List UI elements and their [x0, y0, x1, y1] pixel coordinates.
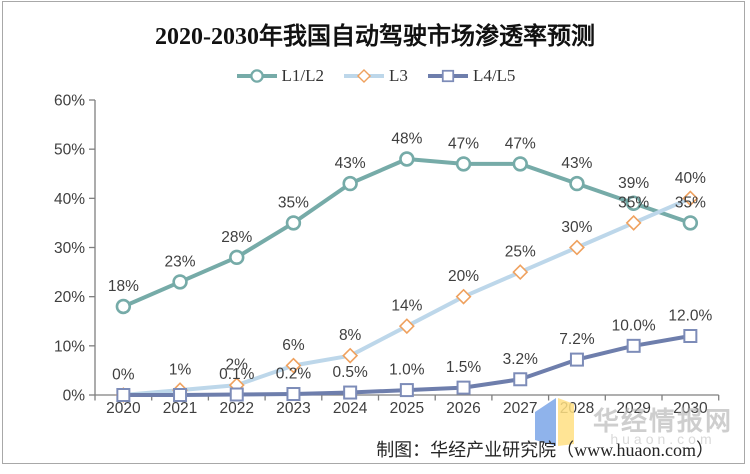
svg-text:25%: 25% [505, 244, 536, 261]
svg-text:40%: 40% [54, 191, 85, 208]
svg-text:2028: 2028 [560, 400, 594, 417]
svg-text:12.0%: 12.0% [668, 308, 712, 325]
svg-text:2023: 2023 [276, 400, 310, 417]
legend-label: L4/L5 [472, 66, 516, 85]
svg-text:39%: 39% [618, 175, 649, 192]
legend-marker-l1-l2 [236, 69, 277, 83]
svg-text:2%: 2% [226, 357, 249, 374]
legend-item-l3: L3 [342, 66, 408, 86]
svg-text:0.5%: 0.5% [332, 364, 368, 381]
svg-text:10.0%: 10.0% [612, 317, 656, 334]
svg-text:2021: 2021 [163, 400, 197, 417]
svg-text:3.2%: 3.2% [503, 351, 539, 368]
svg-text:50%: 50% [54, 142, 85, 159]
legend-label: L3 [389, 66, 408, 85]
svg-text:23%: 23% [165, 253, 196, 270]
svg-text:43%: 43% [561, 155, 592, 172]
svg-text:60%: 60% [54, 93, 85, 110]
legend-marker-l3 [344, 68, 385, 84]
svg-text:2025: 2025 [390, 400, 424, 417]
svg-text:10%: 10% [54, 338, 85, 355]
source-caption: 制图：华经产业研究院（www.huaon.com） [376, 440, 714, 460]
axes: 0% 10% 20% 30% 40% 50% 60% 2020 2021 2022 2023 2024… [54, 93, 720, 417]
svg-text:2029: 2029 [616, 400, 650, 417]
legend: L1/L2 L3 L4/L5 [0, 66, 750, 86]
svg-text:48%: 48% [391, 131, 422, 148]
data-labels: 18% 23% 28% 35% 43% 48% 47% 47% 43% 39% 35% 0% 1% 2% 6… [108, 131, 713, 384]
svg-text:28%: 28% [221, 229, 252, 246]
chart-border [2, 1, 745, 464]
legend-label: L1/L2 [281, 66, 325, 85]
legend-item-l4-l5: L4/L5 [426, 66, 516, 86]
svg-text:35%: 35% [278, 194, 309, 211]
svg-text:1%: 1% [169, 362, 192, 379]
svg-text:0.1%: 0.1% [219, 366, 255, 383]
series-l4-l5 [116, 329, 698, 402]
svg-text:30%: 30% [561, 219, 592, 236]
series-l3 [115, 190, 699, 403]
svg-text:8%: 8% [339, 327, 362, 344]
svg-text:0%: 0% [112, 367, 135, 384]
svg-text:35%: 35% [618, 194, 649, 211]
svg-text:2020: 2020 [106, 400, 141, 417]
svg-text:30%: 30% [54, 240, 85, 257]
svg-text:20%: 20% [448, 268, 479, 285]
legend-item-l1-l2: L1/L2 [235, 66, 325, 86]
svg-text:47%: 47% [505, 135, 536, 152]
svg-text:7.2%: 7.2% [559, 331, 595, 348]
svg-text:0.2%: 0.2% [276, 366, 312, 383]
svg-text:18%: 18% [108, 278, 139, 295]
svg-text:43%: 43% [335, 155, 366, 172]
svg-text:20%: 20% [54, 289, 85, 306]
chart-title: 2020-2030年我国自动驾驶市场渗透率预测 [155, 24, 595, 50]
svg-text:2024: 2024 [333, 400, 368, 417]
svg-text:6%: 6% [282, 337, 305, 354]
svg-text:2022: 2022 [220, 400, 254, 417]
svg-text:2027: 2027 [503, 400, 537, 417]
svg-text:0%: 0% [63, 388, 86, 405]
svg-text:40%: 40% [675, 170, 706, 187]
svg-text:1.5%: 1.5% [446, 359, 482, 376]
svg-text:1.0%: 1.0% [389, 362, 425, 379]
svg-text:35%: 35% [675, 194, 706, 211]
svg-text:2026: 2026 [446, 400, 480, 417]
svg-text:14%: 14% [391, 298, 422, 315]
svg-text:47%: 47% [448, 135, 479, 152]
legend-marker-l4-l5 [427, 69, 468, 83]
svg-text:2030: 2030 [673, 400, 708, 417]
series-l1-l2 [115, 151, 699, 315]
